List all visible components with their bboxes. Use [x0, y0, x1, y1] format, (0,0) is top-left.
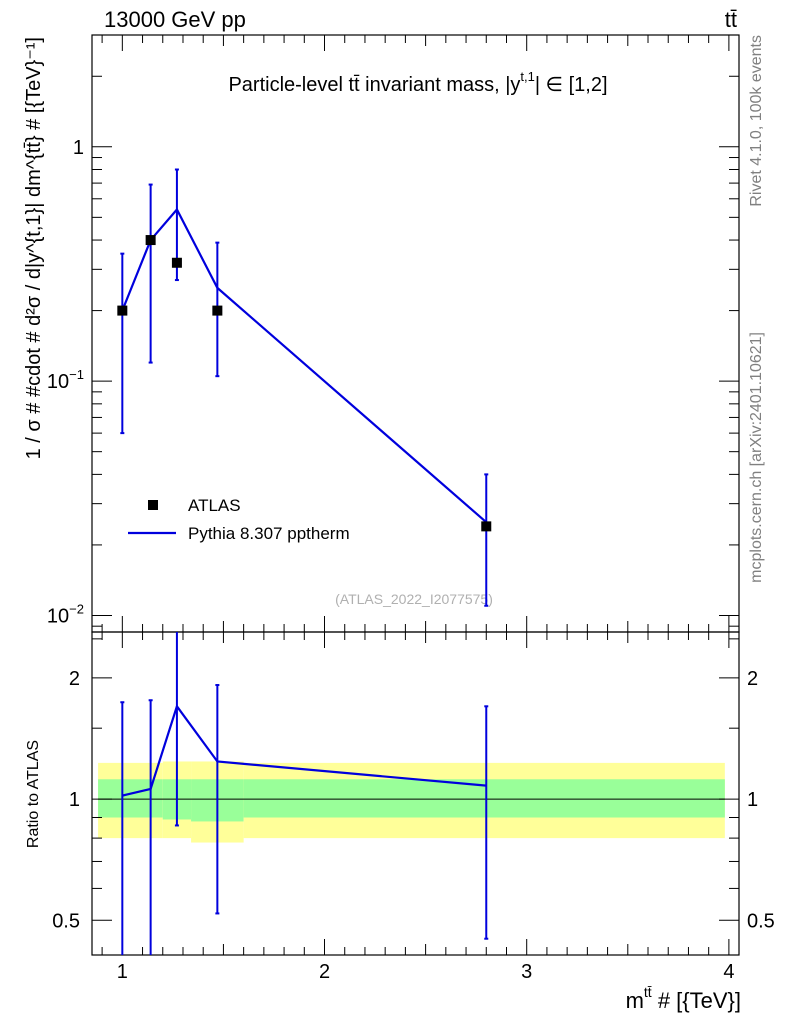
ratio-y-tick-label: 0.5 [52, 910, 80, 932]
process-label: tt̄ [725, 7, 737, 32]
chart-title-sup: t,1 [520, 69, 534, 84]
atlas-data-point [171, 257, 182, 268]
chart-watermark: (ATLAS_2022_I2077575) [335, 591, 493, 607]
main-panel: Particle-level tt̄ invariant mass, |yt,1… [23, 34, 740, 633]
x-axis-label: mtt̄ # [{TeV}] [626, 984, 741, 1013]
rivet-version-label: Rivet 4.1.0, 100k events [748, 35, 765, 207]
x-axis-label-rest: # [{TeV}] [652, 988, 741, 1013]
atlas-data-point [212, 305, 223, 316]
x-axis-label-main: m [626, 988, 644, 1013]
ratio-y-tick-label: 1 [69, 789, 80, 811]
x-axis-label-sup: tt̄ [644, 984, 652, 1000]
energy-label: 13000 GeV pp [104, 7, 246, 32]
atlas-data-point [117, 305, 128, 316]
legend-label: ATLAS [188, 496, 241, 515]
ratio-y-tick-label: 2 [69, 668, 80, 690]
legend: ATLAS Pythia 8.307 pptherm [128, 496, 350, 543]
ratio-plot-frame [91, 631, 740, 956]
y-axis-label: 1 / σ # #cdot # d²σ / d|y^{t,1}| dm^{tt̄… [23, 37, 45, 459]
chart-title-main: Particle-level tt̄ invariant mass, |y [228, 74, 520, 96]
y-tick-label: 10−2 [47, 601, 84, 627]
ratio-stat-band [98, 779, 139, 818]
y-tick-label: 1 [73, 137, 84, 159]
y-tick-label: 10−1 [47, 367, 84, 393]
chart-title-rest: | ∈ [1,2] [535, 74, 608, 96]
y-tick-label-exp: −1 [69, 367, 84, 382]
y-tick-label-base: 10 [47, 605, 69, 627]
y-tick-label-base: 10 [47, 371, 69, 393]
ratio-y-axis-label: Ratio to ATLAS [25, 740, 42, 848]
y-tick-label-base: 1 [73, 137, 84, 159]
ratio-panel: Ratio to ATLAS 0.5 0.5 1 1 2 2 1 2 3 4 [25, 631, 775, 983]
x-tick-label: 1 [117, 961, 128, 983]
mcplots-label: mcplots.cern.ch [arXiv:2401.10621] [748, 332, 765, 583]
ratio-y-tick-label-right: 1 [747, 789, 758, 811]
y-tick-label-exp: −2 [69, 601, 84, 616]
ratio-y-tick-label-right: 2 [747, 668, 758, 690]
x-tick-label: 4 [723, 961, 734, 983]
atlas-data-point [481, 521, 492, 532]
legend-marker-atlas [148, 500, 158, 510]
x-tick-label: 2 [319, 961, 330, 983]
ratio-y-tick-label-right: 0.5 [747, 910, 775, 932]
x-tick-label: 3 [521, 961, 532, 983]
atlas-data-point [145, 235, 156, 246]
chart-title: Particle-level tt̄ invariant mass, |yt,1… [228, 69, 607, 96]
legend-label: Pythia 8.307 pptherm [188, 524, 350, 543]
